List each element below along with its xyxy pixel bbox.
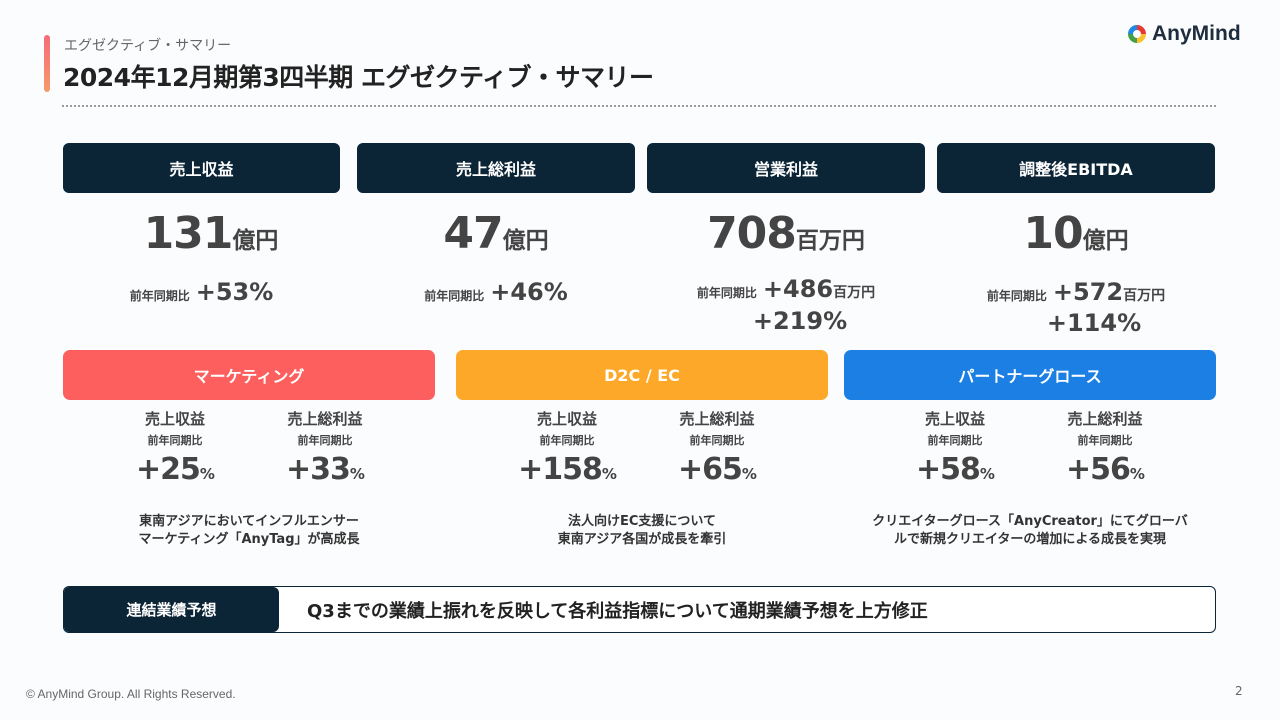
copyright: © AnyMind Group. All Rights Reserved. <box>26 687 236 701</box>
segment-metric: 売上収益前年同期比 +158% <box>492 408 642 487</box>
unit: 億円 <box>1082 228 1129 254</box>
metric-name: 売上総利益 <box>1067 410 1143 428</box>
logo-text: AnyMind <box>1152 22 1241 45</box>
segment-description-marketing: 東南アジアにおいてインフルエンサー マーケティング「AnyTag」が高成長 <box>138 514 360 547</box>
yoy-value: +572 <box>1052 278 1124 306</box>
value: 47 <box>443 208 503 259</box>
page-number: 2 <box>1235 684 1243 698</box>
anymind-logo: AnyMind <box>1126 22 1241 46</box>
segment-metric: 売上収益前年同期比 +25% <box>100 408 250 487</box>
value: 10 <box>1023 208 1083 259</box>
kpi-header-ebitda: 調整後EBITDA <box>937 143 1215 193</box>
kpi-yoy-revenue: 前年同期比 +53% <box>63 278 340 306</box>
divider <box>62 105 1216 107</box>
yoy-label: 前年同期比 <box>539 434 595 447</box>
yoy-value: +46% <box>490 278 568 306</box>
segment-metric: 売上総利益前年同期比 +33% <box>250 408 400 487</box>
yoy-label: 前年同期比 <box>297 434 353 447</box>
kpi-value-gross-profit: 47億円 <box>357 208 635 259</box>
segment-header-d2c-ec: D2C / EC <box>456 350 828 400</box>
yoy-label: 前年同期比 <box>689 434 745 447</box>
kpi-yoy-operating-profit: 前年同期比 +486百万円 <box>647 275 925 303</box>
page-title: 2024年12月期第3四半期 エグゼクティブ・サマリー <box>63 63 654 92</box>
yoy-label: 前年同期比 <box>129 289 190 303</box>
segment-metric: 売上総利益前年同期比 +65% <box>642 408 792 487</box>
metric-value: +33% <box>286 452 365 487</box>
metric-name: 売上総利益 <box>287 410 363 428</box>
metric-value: +25% <box>136 452 215 487</box>
yoy-percent: +114% <box>1046 309 1142 337</box>
section-label: エグゼクティブ・サマリー <box>64 38 232 54</box>
yoy-label: 前年同期比 <box>696 286 757 300</box>
yoy-label: 前年同期比 <box>927 434 983 447</box>
segment-metric: 売上総利益前年同期比 +56% <box>1030 408 1180 487</box>
metric-name: 売上収益 <box>536 410 597 428</box>
forecast-text: Q3までの業績上振れを反映して各利益指標について通期業績予想を上方修正 <box>307 600 928 622</box>
kpi-yoy-pct-ebitda: +114% <box>984 309 1204 337</box>
yoy-label: 前年同期比 <box>424 289 485 303</box>
yoy-value: +53% <box>195 278 274 306</box>
yoy-percent: +219% <box>752 307 848 335</box>
unit: 百万円 <box>795 228 865 254</box>
segment-header-partner-growth: パートナーグロース <box>844 350 1216 400</box>
anymind-logo-icon <box>1128 25 1146 43</box>
unit: 億円 <box>502 228 549 254</box>
forecast-label: 連結業績予想 <box>64 587 279 632</box>
metric-value: +158% <box>518 452 617 487</box>
metric-value: +56% <box>1066 452 1145 487</box>
metric-name: 売上収益 <box>924 410 985 428</box>
value: 708 <box>707 208 797 259</box>
kpi-header-revenue: 売上収益 <box>63 143 340 193</box>
metric-value: +58% <box>916 452 995 487</box>
segment-metric: 売上収益前年同期比 +58% <box>880 408 1030 487</box>
kpi-value-operating-profit: 708百万円 <box>647 208 925 259</box>
metric-name: 売上総利益 <box>679 410 755 428</box>
segment-description-partner-growth: クリエイターグロース「AnyCreator」にてグローバ ルで新規クリエイターの増… <box>872 514 1188 547</box>
kpi-yoy-ebitda: 前年同期比 +572百万円 <box>937 278 1215 306</box>
yoy-unit: 百万円 <box>1123 288 1166 304</box>
kpi-yoy-gross-profit: 前年同期比 +46% <box>357 278 635 306</box>
unit: 億円 <box>232 228 279 254</box>
kpi-value-revenue: 131億円 <box>63 208 359 259</box>
segment-description-d2c-ec: 法人向けEC支援について 東南アジア各国が成長を牽引 <box>557 514 727 547</box>
kpi-header-operating-profit: 営業利益 <box>647 143 925 193</box>
value: 131 <box>143 208 234 259</box>
title-accent-bar <box>44 35 50 92</box>
kpi-value-ebitda: 10億円 <box>937 208 1215 259</box>
kpi-yoy-pct-operating-profit: +219% <box>690 307 910 335</box>
yoy-label: 前年同期比 <box>147 434 203 447</box>
yoy-label: 前年同期比 <box>986 289 1047 303</box>
metric-value: +65% <box>678 452 757 487</box>
yoy-value: +486 <box>762 275 834 303</box>
forecast-banner: 連結業績予想 Q3までの業績上振れを反映して各利益指標について通期業績予想を上方… <box>63 586 1216 633</box>
kpi-header-gross-profit: 売上総利益 <box>357 143 635 193</box>
yoy-unit: 百万円 <box>833 285 876 301</box>
metric-name: 売上収益 <box>144 410 205 428</box>
segment-header-marketing: マーケティング <box>63 350 435 400</box>
yoy-label: 前年同期比 <box>1077 434 1133 447</box>
